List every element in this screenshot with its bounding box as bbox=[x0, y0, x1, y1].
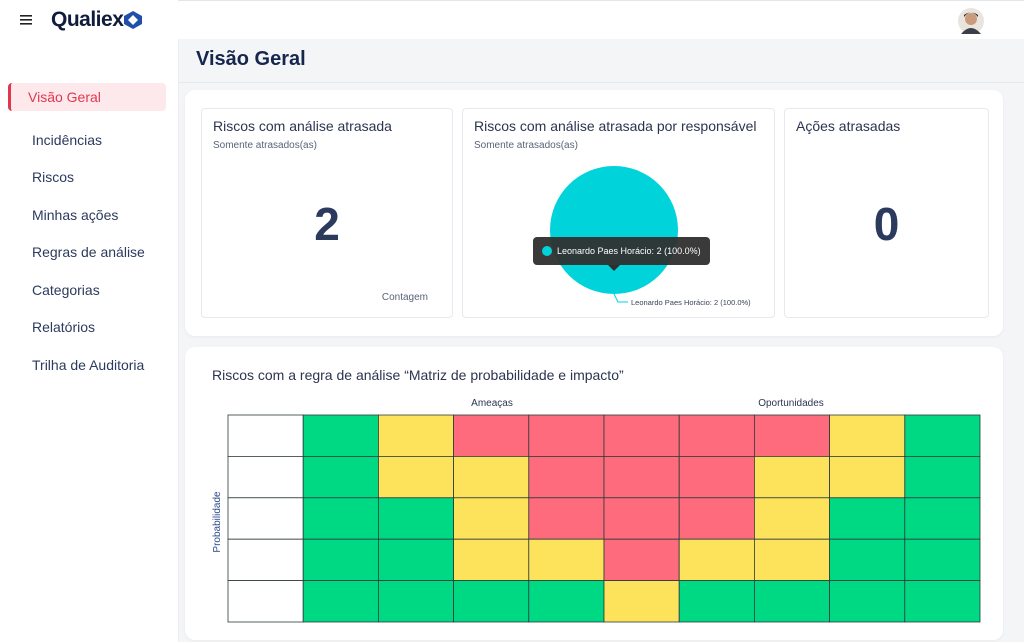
nav-item[interactable]: Categorias bbox=[32, 282, 100, 298]
matrix-cell bbox=[754, 497, 831, 540]
matrix-cell bbox=[377, 456, 454, 499]
matrix-cell bbox=[453, 456, 530, 499]
matrix-cell bbox=[453, 538, 530, 581]
tooltip-swatch bbox=[542, 246, 552, 256]
matrix-cell bbox=[302, 497, 379, 540]
card: Riscos com análise atrasada Somente atra… bbox=[201, 108, 453, 318]
card-title: Riscos com análise atrasada bbox=[213, 118, 392, 134]
matrix-cell bbox=[829, 456, 906, 499]
matrix-cell bbox=[829, 580, 906, 623]
matrix-cell bbox=[227, 538, 304, 581]
card-caption: Contagem bbox=[381, 292, 428, 303]
card-title: Ações atrasadas bbox=[796, 118, 901, 134]
matrix-cell bbox=[377, 497, 454, 540]
nav-item[interactable]: Trilha de Auditoria bbox=[32, 357, 145, 373]
matrix-cell bbox=[377, 414, 454, 457]
matrix-cell bbox=[377, 580, 454, 623]
tooltip bbox=[533, 237, 710, 265]
matrix-cell bbox=[302, 538, 379, 581]
nav-item[interactable]: Regras de análise bbox=[32, 244, 145, 260]
nav-item[interactable]: Visão Geral bbox=[8, 83, 166, 111]
matrix-cell bbox=[904, 580, 981, 623]
matrix-cell bbox=[678, 580, 755, 623]
matrix-cell bbox=[904, 538, 981, 581]
avatar[interactable] bbox=[958, 8, 984, 34]
matrix-cell bbox=[829, 414, 906, 457]
logo[interactable]: Qualiex bbox=[51, 8, 124, 31]
matrix-cell bbox=[227, 456, 304, 499]
matrix-cell bbox=[603, 580, 680, 623]
matrix-cell bbox=[678, 538, 755, 581]
matrix-cell bbox=[754, 538, 831, 581]
pie-label: Leonardo Paes Horácio: 2 (100.0%) bbox=[631, 298, 751, 307]
count-value: 2 bbox=[314, 198, 340, 250]
card: Ações atrasadas 0 bbox=[784, 108, 989, 318]
matrix-cell bbox=[754, 580, 831, 623]
matrix-cell bbox=[678, 497, 755, 540]
tooltip-text: Leonardo Paes Horácio: 2 (100.0%) bbox=[557, 246, 701, 256]
pie-chart: Leonardo Paes Horácio: 2 (100.0%) Leonard… bbox=[533, 166, 751, 307]
matrix-cell bbox=[678, 414, 755, 457]
matrix-cell bbox=[603, 538, 680, 581]
matrix-cell bbox=[904, 414, 981, 457]
threats-label: Ameaças bbox=[471, 398, 513, 409]
matrix-cell bbox=[377, 538, 454, 581]
nav-item[interactable]: Riscos bbox=[32, 169, 75, 185]
nav-item[interactable]: Relatórios bbox=[32, 319, 96, 335]
matrix-cell bbox=[904, 497, 981, 540]
matrix-cell bbox=[603, 497, 680, 540]
card-subtitle: Somente atrasados(as) bbox=[213, 140, 317, 151]
logo-icon bbox=[124, 11, 142, 29]
leader-line bbox=[613, 293, 628, 303]
matrix-cell bbox=[302, 456, 379, 499]
matrix-cell bbox=[227, 497, 304, 540]
matrix-cell bbox=[227, 414, 304, 457]
card-title: Riscos com análise atrasada por responsá… bbox=[474, 118, 757, 134]
matrix-cell bbox=[453, 497, 530, 540]
matrix-cell bbox=[453, 414, 530, 457]
matrix-cell bbox=[453, 580, 530, 623]
matrix-cell bbox=[528, 414, 605, 457]
card: Riscos com análise atrasada por responsá… bbox=[462, 108, 775, 318]
matrix-cell bbox=[678, 456, 755, 499]
matrix-cell bbox=[603, 414, 680, 457]
card-subtitle: Somente atrasados(as) bbox=[474, 140, 578, 151]
matrix-cell bbox=[302, 580, 379, 623]
matrix-cell bbox=[528, 538, 605, 581]
sidebar: Qualiex Visão Geral Incidências Riscos Minh… bbox=[0, 0, 179, 642]
matrix-cell bbox=[754, 414, 831, 457]
matrix-title: Riscos com a regra de análise “Matriz de… bbox=[212, 367, 624, 383]
opportunities-label: Oportunidades bbox=[758, 398, 824, 409]
matrix-cell bbox=[227, 580, 304, 623]
matrix-cell bbox=[904, 456, 981, 499]
matrix-cell bbox=[829, 538, 906, 581]
matrix-cell bbox=[528, 456, 605, 499]
matrix-cell bbox=[302, 414, 379, 457]
risk-matrix: Ameaças Oportunidades Probabilidade bbox=[212, 398, 981, 623]
topbar bbox=[178, 0, 1024, 39]
divider bbox=[178, 82, 1024, 83]
matrix-cell bbox=[754, 456, 831, 499]
matrix-cell bbox=[528, 580, 605, 623]
matrix-cell bbox=[528, 497, 605, 540]
nav-item[interactable]: Minhas ações bbox=[32, 207, 119, 223]
y-axis-label: Probabilidade bbox=[212, 491, 223, 553]
tooltip-arrow bbox=[608, 265, 620, 271]
menu-icon[interactable] bbox=[20, 14, 34, 26]
nav-item[interactable]: Incidências bbox=[32, 132, 103, 148]
matrix-cell bbox=[603, 456, 680, 499]
page-title: Visão Geral bbox=[196, 48, 306, 70]
pie-slice bbox=[550, 166, 678, 294]
matrix-cell bbox=[829, 497, 906, 540]
count-value: 0 bbox=[873, 198, 900, 250]
